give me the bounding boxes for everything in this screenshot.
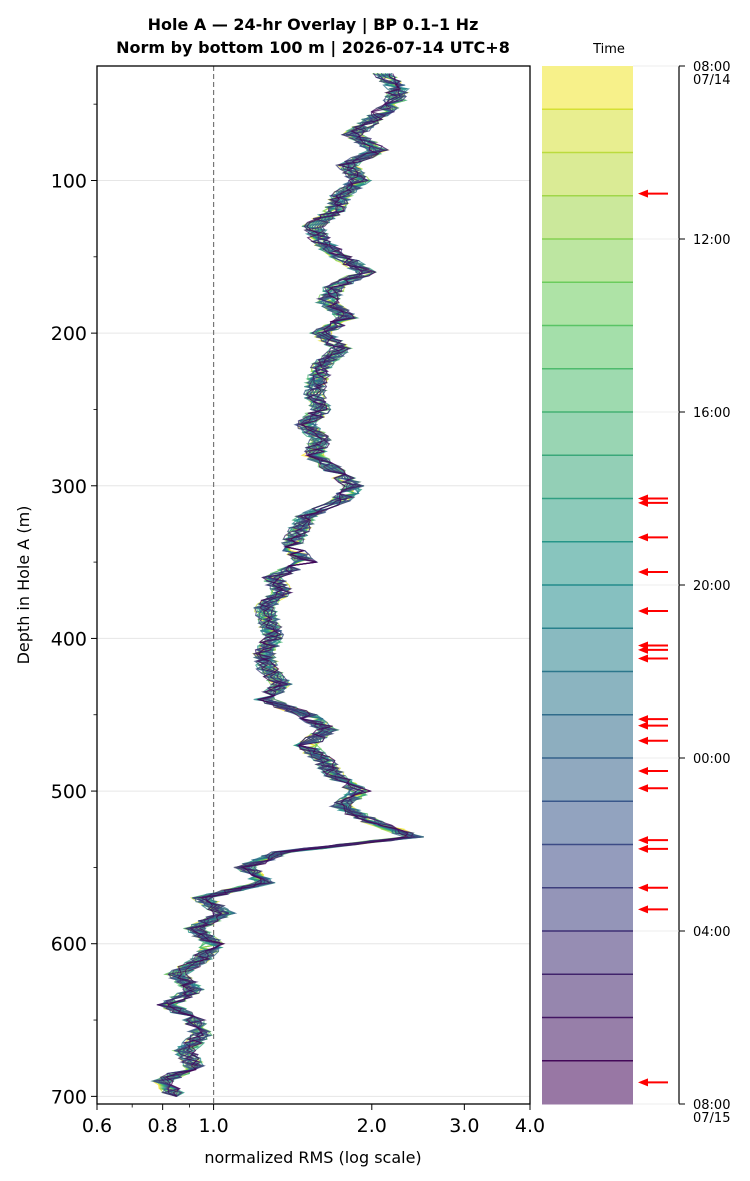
x-axis-ticks: 0.6 0.8 1.0 2.0 3.0 4.0	[82, 1104, 545, 1137]
colorbar-tick-sublabel: 07/15	[693, 1111, 730, 1126]
colorbar-tick-label: 08:00	[693, 1098, 730, 1113]
colorbar-segment	[542, 282, 633, 326]
x-tick-label-0.8: 0.8	[148, 1115, 178, 1137]
event-arrow-head	[638, 606, 648, 615]
colorbar-tick-label: 16:00	[693, 406, 730, 421]
event-arrow-head	[638, 766, 648, 775]
y-axis-label: Depth in Hole A (m)	[14, 506, 33, 665]
event-arrow-head	[638, 721, 648, 730]
x-axis-label: normalized RMS (log scale)	[204, 1148, 421, 1167]
colorbar-segment	[542, 239, 633, 283]
y-tick-label-600: 600	[51, 934, 87, 956]
plot-frame	[96, 65, 531, 1105]
colorbar-tick-label: 08:00	[693, 60, 730, 75]
event-arrow-head	[638, 645, 648, 654]
series-line-19	[156, 73, 421, 1097]
event-arrow-head	[638, 883, 648, 892]
series-line-11	[153, 73, 424, 1097]
y-tick-label-300: 300	[51, 476, 87, 498]
event-arrow-head	[638, 498, 648, 507]
time-colorbar	[542, 66, 680, 1105]
series-lines	[150, 73, 424, 1097]
colorbar-tick-label: 20:00	[693, 579, 730, 594]
event-arrow-head	[638, 836, 648, 845]
colorbar-segment	[542, 325, 633, 370]
colorbar-segment	[542, 412, 633, 456]
colorbar-tick-sublabel: 07/14	[693, 73, 730, 88]
colorbar-segment	[542, 109, 633, 153]
series-line-4	[158, 73, 424, 1097]
colorbar-tick-label: 04:00	[693, 925, 730, 940]
colorbar-segment	[542, 1060, 633, 1105]
colorbar-segment	[542, 195, 633, 240]
colorbar-tick-label: 12:00	[693, 233, 730, 248]
event-arrows	[638, 189, 668, 1087]
colorbar-title: Time	[592, 42, 625, 57]
y-tick-label-700: 700	[51, 1086, 87, 1108]
event-arrow-head	[638, 905, 648, 914]
event-arrow-head	[638, 784, 648, 793]
x-tick-label-2.0: 2.0	[357, 1115, 387, 1137]
event-arrow-head	[638, 654, 648, 663]
series-line-5	[159, 73, 421, 1097]
chart-title-line1: Hole A — 24-hr Overlay | BP 0.1–1 Hz	[148, 15, 479, 35]
event-arrow-head	[638, 568, 648, 577]
x-tick-label-3.0: 3.0	[449, 1115, 479, 1137]
colorbar-segment	[542, 887, 633, 932]
chart-title-line2: Norm by bottom 100 m | 2026-07-14 UTC+8	[116, 38, 510, 58]
colorbar-segment	[542, 455, 633, 499]
y-tick-label-500: 500	[51, 781, 87, 803]
horizontal-gridlines	[97, 179, 530, 1097]
colorbar-segment	[542, 628, 633, 672]
x-tick-label-0.6: 0.6	[82, 1115, 112, 1137]
x-tick-label-4.0: 4.0	[515, 1115, 545, 1137]
event-arrow-head	[638, 715, 648, 724]
colorbar-ticks: 08:0007/1412:0016:0020:0000:0004:0008:00…	[633, 60, 730, 1126]
colorbar-segment	[542, 801, 633, 845]
colorbar-segment	[542, 931, 633, 975]
colorbar-tick-label: 00:00	[693, 752, 730, 767]
colorbar-segment	[542, 844, 633, 889]
y-tick-label-200: 200	[51, 323, 87, 345]
colorbar-segment	[542, 541, 633, 586]
colorbar-segment	[542, 714, 633, 759]
colorbar-segment	[542, 1017, 633, 1062]
event-arrow-head	[638, 533, 648, 542]
event-arrow-head	[638, 1078, 648, 1087]
colorbar-segment	[542, 671, 633, 716]
colorbar-segment	[542, 758, 633, 802]
event-arrow-head	[638, 844, 648, 853]
y-tick-label-100: 100	[51, 170, 87, 192]
colorbar-segment	[542, 974, 633, 1018]
colorbar-segment	[542, 498, 633, 543]
colorbar-segment	[542, 152, 633, 197]
colorbar-segment	[542, 66, 633, 110]
y-axis-ticks: 100 200 300 400 500 600 700	[51, 103, 97, 1108]
event-arrow-head	[638, 189, 648, 198]
colorbar-segment	[542, 368, 633, 413]
event-arrow-head	[638, 736, 648, 745]
colorbar-segment	[542, 585, 633, 629]
series-line-24	[165, 73, 409, 1097]
series-line-12	[159, 73, 421, 1097]
x-tick-label-1.0: 1.0	[198, 1115, 228, 1137]
series-line-9	[161, 73, 415, 1097]
y-tick-label-400: 400	[51, 628, 87, 650]
